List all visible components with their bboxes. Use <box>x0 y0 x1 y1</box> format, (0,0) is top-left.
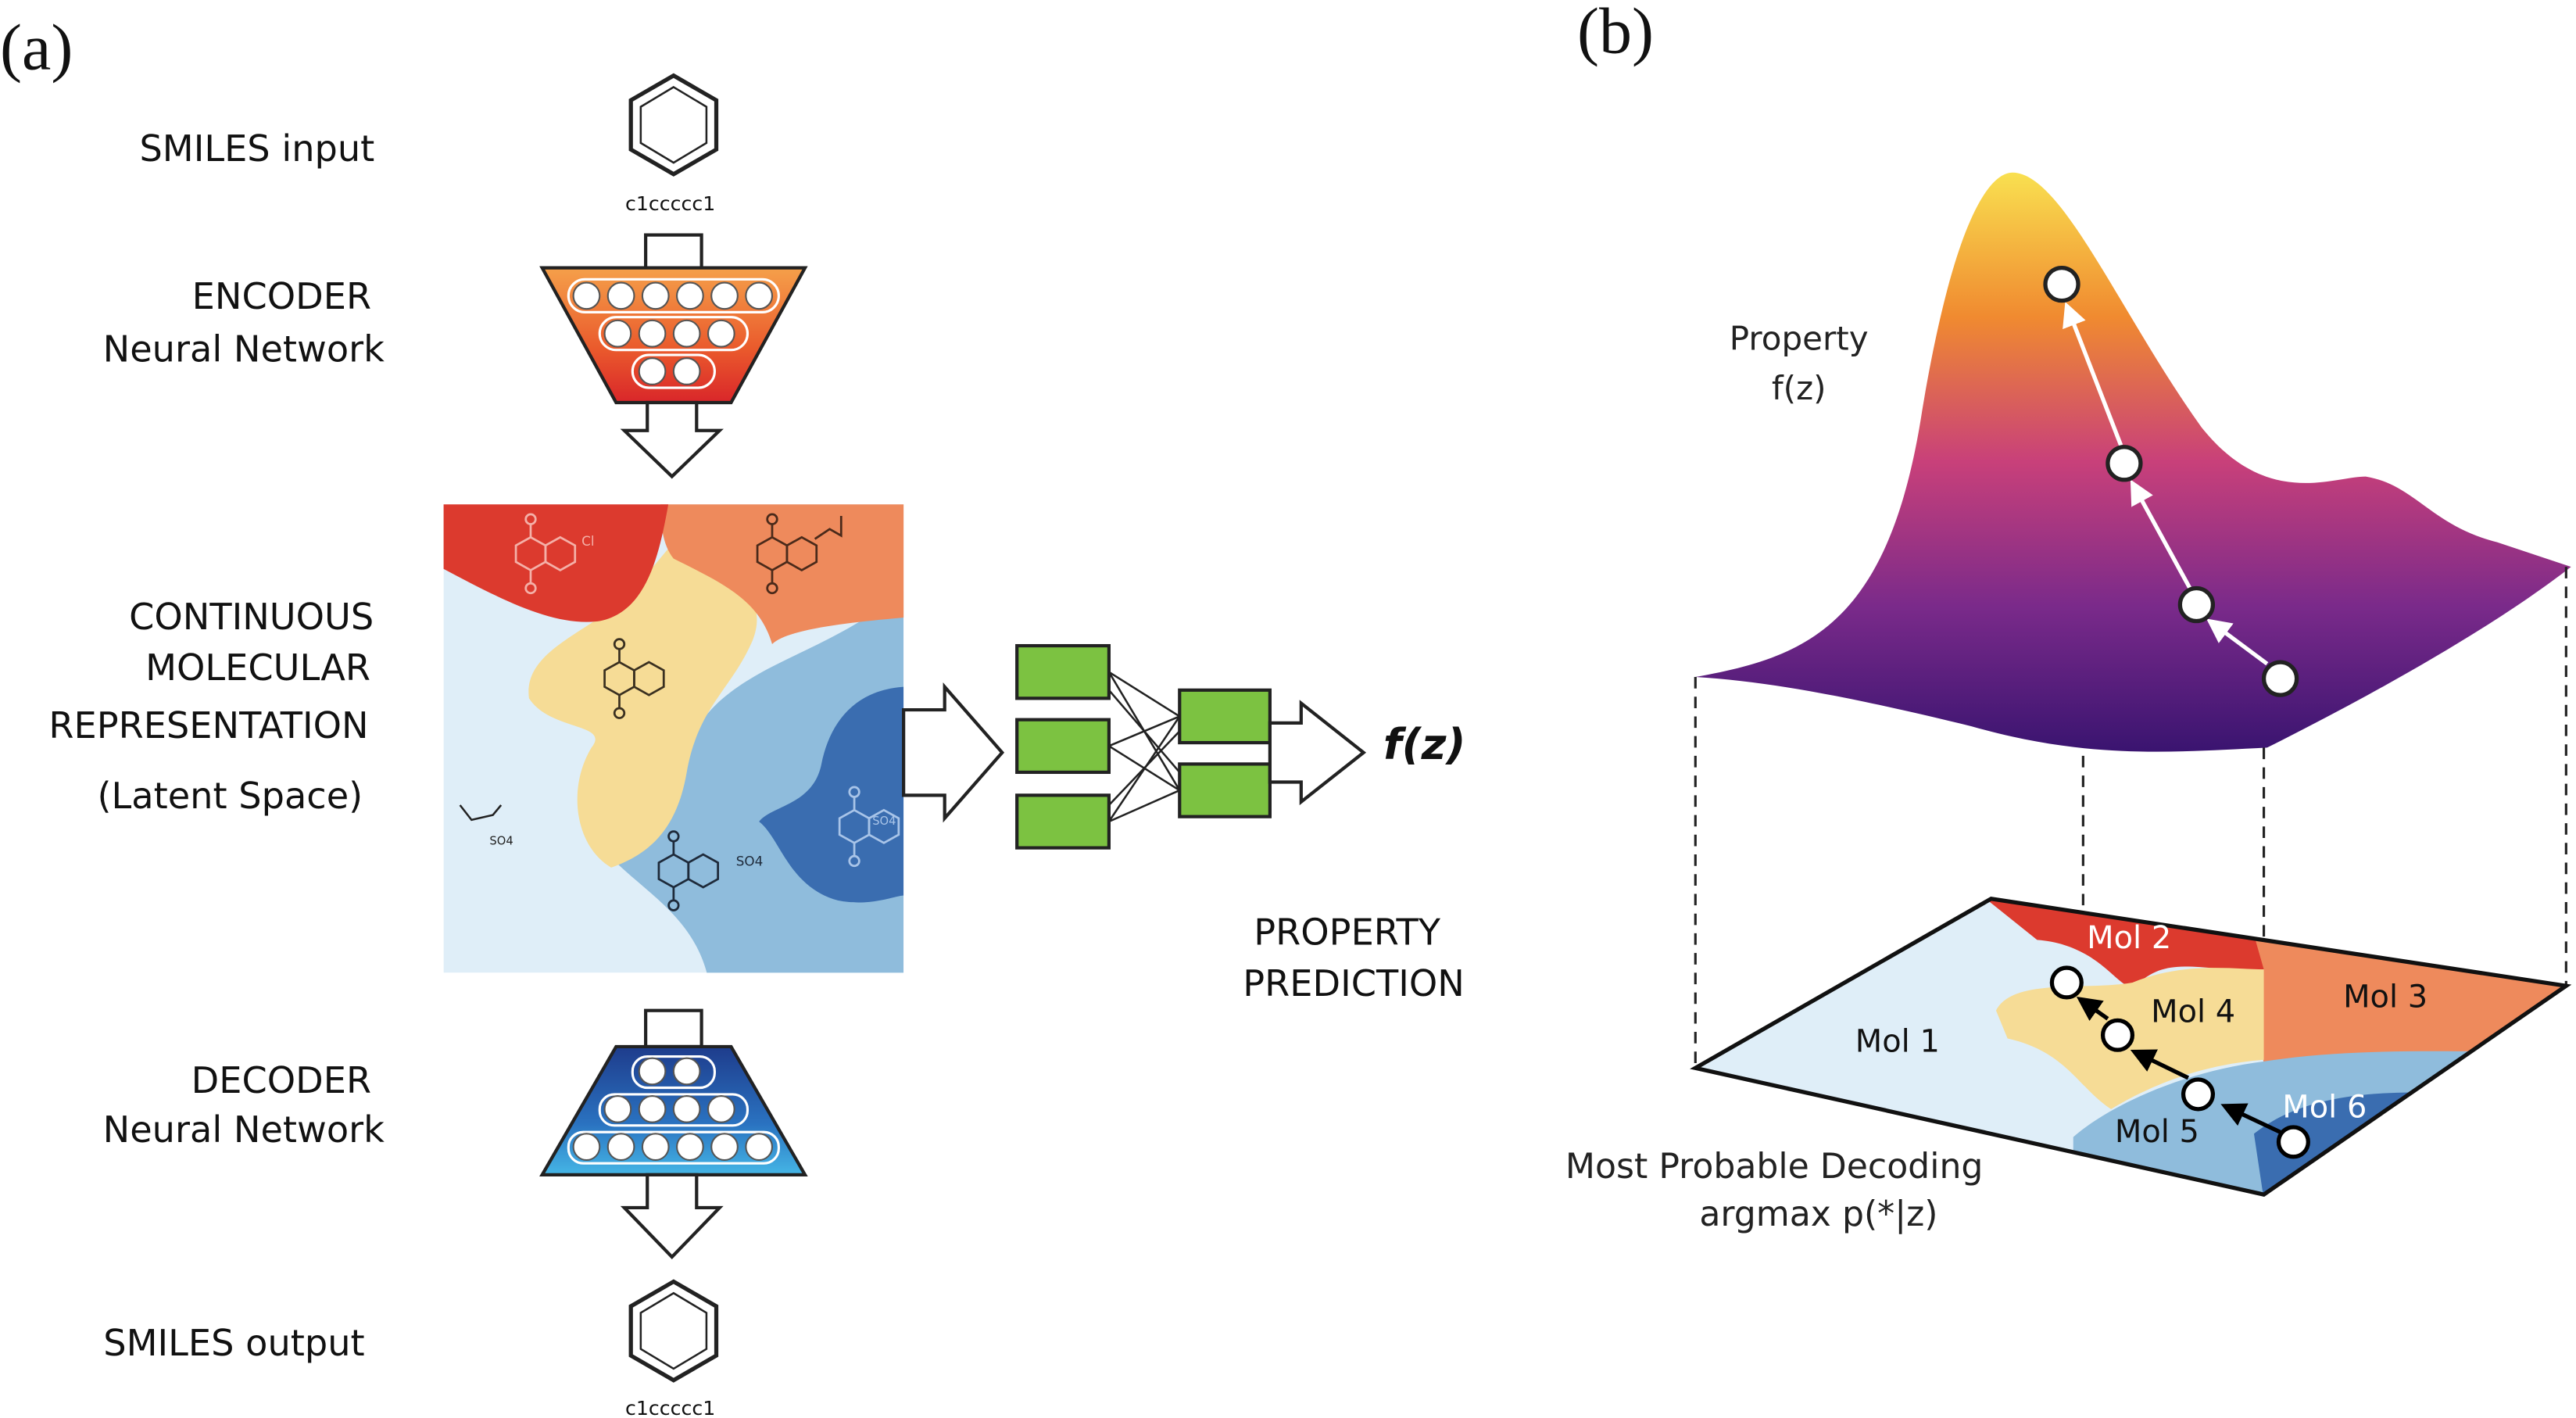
substituent-label: SO4 <box>872 815 896 828</box>
plane-optimization-path <box>2076 996 2281 1134</box>
plane-point <box>2181 1077 2216 1112</box>
encoder-network <box>539 233 808 405</box>
surface-point <box>2177 585 2216 624</box>
latent-label-3: REPRESENTATION <box>48 704 368 747</box>
smiles-output-code: c1ccccc1 <box>625 1397 715 1418</box>
decoding-plane-border <box>1690 897 2572 1197</box>
latent-region-red <box>443 504 669 622</box>
region-label-mol-2: Mol 2 <box>2087 920 2171 956</box>
region-label-mol-5: Mol 5 <box>2115 1114 2199 1150</box>
latent-space-map: Cl SO4 SO4 SO4 <box>443 504 904 973</box>
decoder-down-arrow <box>620 1173 724 1260</box>
decoder-sub-label: Neural Network <box>103 1108 385 1151</box>
benzene-output-inner-ring <box>639 1291 708 1370</box>
smiles-input-code: c1ccccc1 <box>625 192 715 215</box>
substituent-label: SO4 <box>736 854 764 869</box>
surface-optimization-path <box>2063 302 2269 666</box>
benzene-input-inner-ring <box>639 85 708 164</box>
surface-label-2: f(z) <box>1772 369 1826 407</box>
region-label-mol-6: Mol 6 <box>2282 1089 2367 1125</box>
benzene-input-icon <box>628 73 719 177</box>
latent-label-4: (Latent Space) <box>97 775 363 817</box>
property-label-2: PREDICTION <box>1243 962 1465 1004</box>
property-predictor-network <box>1015 643 1272 850</box>
smiles-output-label: SMILES output <box>103 1322 364 1364</box>
region-label-mol-1: Mol 1 <box>1855 1023 1940 1059</box>
panel-a-tag: (a) <box>0 11 73 84</box>
substituent-label: SO4 <box>489 834 513 847</box>
substituent-label: Cl <box>581 533 594 549</box>
property-label-1: PROPERTY <box>1254 911 1440 954</box>
latent-region-orange <box>660 504 904 644</box>
latent-region-yellow <box>528 542 757 868</box>
latent-label-2: MOLECULAR <box>145 646 370 689</box>
surface-point <box>2043 265 2080 303</box>
panel-b-tag: (b) <box>1577 0 1654 67</box>
latent-to-predictor-arrow <box>902 682 1005 823</box>
decoding-label-1: Most Probable Decoding <box>1565 1147 1983 1187</box>
plane-point <box>2276 1125 2310 1159</box>
property-output-label: f(z) <box>1383 719 1466 769</box>
plane-point <box>2100 1018 2135 1052</box>
latent-region-dark-blue <box>759 686 904 903</box>
surface-label-1: Property <box>1730 320 1869 358</box>
latent-label-1: CONTINUOUS <box>129 596 374 638</box>
predictor-output-arrow <box>1268 700 1367 806</box>
alkene-structure-icon <box>459 804 503 822</box>
plane-point <box>2049 965 2084 1000</box>
decoder-label: DECODER <box>191 1059 371 1101</box>
decoder-network <box>539 1008 808 1177</box>
surface-point <box>2106 445 2143 482</box>
encoder-label: ENCODER <box>192 275 371 317</box>
benzene-output-icon <box>628 1279 719 1383</box>
ethyl-group-icon <box>814 516 843 540</box>
encoder-down-arrow <box>620 400 724 479</box>
smiles-input-label: SMILES input <box>139 127 374 170</box>
encoder-sub-label: Neural Network <box>103 328 385 370</box>
region-label-mol-4: Mol 4 <box>2151 994 2235 1029</box>
region-label-mol-3: Mol 3 <box>2343 979 2428 1015</box>
surface-point <box>2261 660 2299 697</box>
decoding-label-2: argmax p(*|z) <box>1699 1194 1937 1234</box>
